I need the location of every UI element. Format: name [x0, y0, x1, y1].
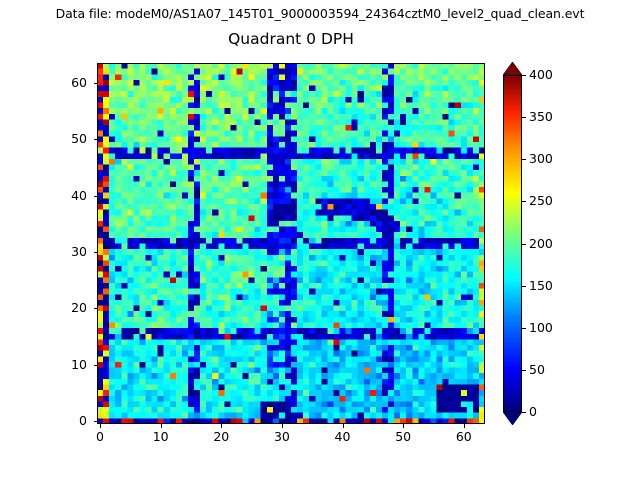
x-tick-label: 20: [213, 429, 230, 444]
colorbar-tick: [522, 75, 526, 76]
colorbar-tick: [522, 327, 526, 329]
x-tick: [342, 424, 344, 428]
colorbar-tick: [522, 369, 526, 371]
x-tick-label: 10: [152, 429, 169, 444]
colorbar-tick: [522, 412, 526, 413]
x-tick: [160, 424, 162, 428]
x-tick: [221, 424, 223, 428]
colorbar-extend-max-arrow-icon: [503, 62, 522, 75]
colorbar-tick: [522, 201, 526, 203]
data-file-caption: Data file: modeM0/AS1A07_145T01_90000035…: [55, 6, 585, 21]
colorbar-tick: [522, 159, 526, 161]
colorbar-tick: [522, 285, 526, 287]
colorbar-tick: [522, 117, 526, 119]
colorbar-tick-label: 0: [529, 404, 537, 419]
y-tick: [93, 308, 97, 310]
y-tick: [93, 139, 97, 141]
x-tick: [463, 424, 465, 428]
colorbar-tick-label: 350: [529, 109, 553, 125]
y-tick-label: 20: [71, 300, 87, 316]
colorbar[interactable]: [503, 62, 522, 425]
colorbar-tick-label: 400: [529, 67, 553, 82]
y-tick: [93, 252, 97, 253]
colorbar-tick-label: 300: [529, 151, 553, 167]
y-tick: [93, 364, 97, 366]
y-tick-label: 30: [71, 244, 87, 259]
colorbar-extend-min-arrow-icon: [503, 412, 522, 425]
y-tick: [93, 195, 97, 197]
x-tick: [100, 424, 101, 428]
plot-title: Quadrant 0 DPH: [228, 30, 354, 48]
x-tick-label: 0: [96, 429, 104, 444]
x-tick: [403, 424, 405, 428]
y-tick-label: 10: [71, 356, 87, 372]
colorbar-tick: [522, 243, 526, 245]
y-tick-label: 50: [71, 131, 87, 147]
colorbar-tick-label: 200: [529, 235, 553, 251]
heatmap-axes[interactable]: [97, 63, 485, 424]
y-tick-label: 0: [79, 413, 87, 429]
y-tick-label: 60: [71, 74, 87, 90]
x-tick-label: 60: [455, 429, 472, 444]
y-tick: [93, 82, 97, 84]
colorbar-tick-label: 150: [529, 277, 553, 293]
colorbar-gradient: [503, 75, 522, 412]
colorbar-tick-label: 100: [529, 319, 553, 335]
colorbar-tick-label: 50: [529, 361, 545, 377]
colorbar-tick-label: 250: [529, 193, 553, 209]
x-tick-label: 50: [395, 429, 412, 444]
y-tick: [93, 421, 97, 423]
heatmap-image: [97, 63, 485, 424]
x-tick: [281, 424, 283, 428]
x-tick-label: 30: [273, 429, 290, 444]
x-tick-label: 40: [334, 429, 351, 444]
y-tick-label: 40: [71, 187, 87, 203]
